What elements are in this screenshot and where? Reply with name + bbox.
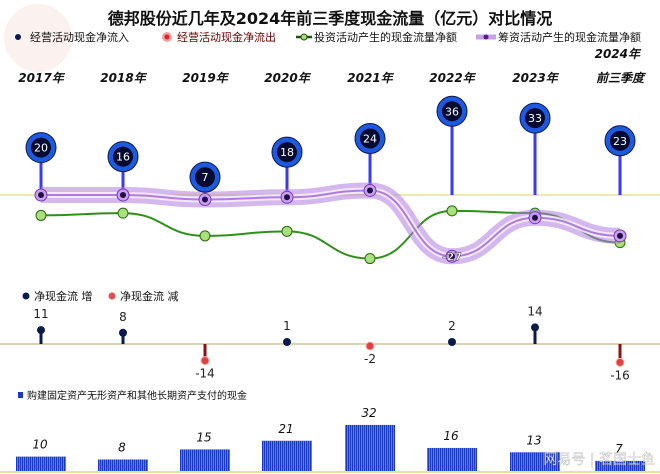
capex-bar [345, 424, 395, 471]
financing-point-core [120, 192, 126, 198]
investing-point [117, 207, 129, 219]
net-point [37, 326, 45, 335]
capex-bar [98, 459, 148, 471]
financing-point-core [367, 187, 373, 194]
category-label: 2023年 [512, 71, 559, 85]
capex-bar [262, 440, 312, 471]
operating-bubble-core [442, 101, 462, 122]
operating-value-label: 36 [445, 105, 459, 118]
operating-value-label: 20 [34, 142, 48, 155]
financing-point-core [202, 196, 208, 203]
financing-label: -27 [442, 250, 462, 263]
legend-label: 投资活动产生的现金流量净额 [314, 30, 457, 44]
category-label: 2024年 [595, 47, 642, 61]
net-value-label: -2 [364, 352, 376, 366]
capex-value-label: 32 [361, 406, 376, 420]
capex-value-label: 21 [278, 422, 293, 436]
legend-label: 经营活动现金净流入 [30, 30, 129, 44]
operating-bubble-core [195, 167, 215, 188]
investing-point [446, 205, 458, 217]
capex-value-label: 10 [32, 438, 48, 452]
investing-point [281, 225, 293, 237]
legend-marker-investing [300, 33, 308, 41]
legend-label: 净现金流 增 [34, 289, 93, 303]
watermark-text: 网易号 | 茗国士鱼 [543, 451, 655, 468]
capex-value-label: 15 [196, 430, 211, 444]
net-point [119, 328, 127, 337]
capex-bar [427, 447, 477, 471]
category-label: 2018年 [100, 71, 147, 85]
financing-point-core [617, 232, 623, 239]
net-point [365, 341, 375, 351]
net-point [615, 357, 625, 367]
capex-value-label: 13 [526, 433, 541, 447]
financing-point-core [532, 214, 538, 221]
capex-value-label: 7 [615, 442, 623, 456]
net-point [531, 323, 539, 332]
category-label: 2020年 [264, 71, 311, 85]
capex-value-label: 16 [443, 429, 459, 443]
legend-label: 净现金流 减 [120, 289, 179, 303]
capex-bar [595, 460, 645, 471]
investing-point [364, 253, 376, 265]
net-value-label: 8 [119, 310, 127, 324]
category-label: 2019年 [182, 71, 229, 85]
net-point [283, 338, 291, 346]
capex-value-label: 8 [118, 440, 126, 454]
financing-point-core [449, 253, 455, 260]
operating-bubble-core [525, 108, 545, 129]
operating-value-label: 33 [528, 112, 542, 125]
legend-label: 筹资活动产生的现金流量净额 [498, 30, 641, 44]
net-value-label: 11 [33, 307, 48, 321]
category-label: 前三季度 [596, 71, 646, 85]
legend-label: 购建固定资产无形资产和其他长期资产支付的现金 [27, 389, 247, 402]
operating-value-label: 24 [363, 133, 377, 146]
capex-bar [510, 452, 560, 471]
capex-bar [180, 449, 230, 471]
operating-value-label: 16 [116, 151, 130, 164]
operating-bubble-core [360, 128, 380, 149]
net-value-label: 2 [448, 319, 456, 333]
financing-point-core [284, 194, 290, 201]
legend-label: 经营活动现金净流出 [177, 30, 276, 44]
net-value-label: 14 [527, 304, 542, 318]
logo-watermark [4, 4, 72, 72]
legend-marker-bars [18, 392, 23, 398]
legend-marker-net-decrease [108, 292, 116, 300]
net-value-label: -16 [610, 368, 630, 382]
investing-point [199, 230, 211, 242]
legend-marker-financing [483, 34, 489, 40]
net-point [200, 356, 210, 366]
operating-bubble-core [277, 142, 297, 163]
financing-line [41, 189, 621, 258]
capex-bar [16, 456, 66, 471]
net-value-label: 1 [283, 319, 291, 333]
operating-bubble-core [31, 137, 51, 158]
category-label: 2017年 [18, 71, 65, 85]
net-value-label: -14 [195, 367, 215, 381]
legend-marker-operating-out-core [164, 34, 170, 40]
operating-value-label: 23 [613, 135, 627, 148]
operating-value-label: 18 [280, 146, 294, 159]
operating-bubble-core [113, 146, 133, 167]
legend-marker-operating-in [15, 34, 21, 40]
legend-marker-net-increase [22, 292, 30, 300]
operating-value-label: 7 [202, 171, 209, 184]
category-label: 2021年 [347, 71, 394, 85]
chart-title: 德邦股份近几年及2024年前三季度现金流量（亿元）对比情况 [107, 9, 553, 28]
operating-bubble-core [610, 130, 630, 151]
category-label: 2022年 [429, 71, 476, 85]
investing-point [35, 209, 47, 221]
financing-point-core [38, 192, 44, 198]
net-point [448, 338, 456, 346]
